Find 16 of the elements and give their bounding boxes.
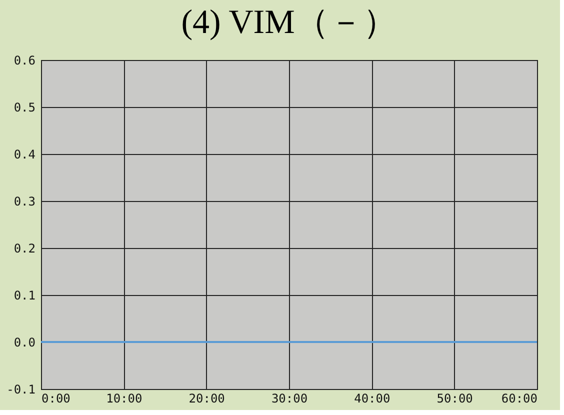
y-tick-label: 0.4 <box>14 148 36 162</box>
y-tick-label: 0.3 <box>14 194 36 208</box>
y-tick-label: 0.1 <box>14 288 36 302</box>
x-tick-label: 10:00 <box>106 392 142 406</box>
x-tick-label: 40:00 <box>354 392 390 406</box>
x-tick-label: 30:00 <box>271 392 308 406</box>
x-tick-label: 60:00 <box>501 392 538 406</box>
y-tick-label: 0.2 <box>14 242 36 256</box>
y-tick-label: -0.1 <box>6 382 36 396</box>
y-tick-label: 0.5 <box>14 100 36 114</box>
x-tick-label: 0:00 <box>42 392 70 406</box>
y-tick-label: 0.0 <box>14 336 36 350</box>
x-tick-label: 50:00 <box>436 392 473 406</box>
chart-title: (4) VIM（－） <box>181 4 397 41</box>
y-tick-label: 0.6 <box>14 54 36 68</box>
x-tick-label: 20:00 <box>188 392 225 406</box>
